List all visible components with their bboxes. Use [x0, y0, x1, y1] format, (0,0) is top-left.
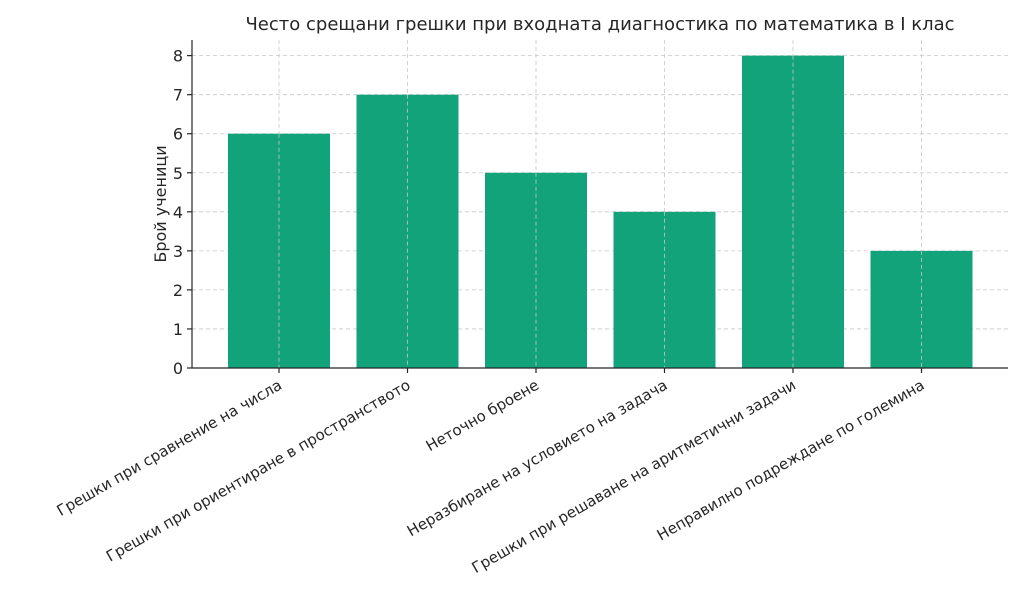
y-tick-label: 2 — [173, 281, 183, 300]
y-tick-label: 1 — [173, 320, 183, 339]
bars — [228, 55, 973, 369]
y-tick-label: 3 — [173, 242, 183, 261]
x-tick-label: Неразбиране на условието на задача — [404, 376, 671, 540]
y-tick-label: 0 — [173, 359, 183, 378]
y-tick-labels: 0 1 2 3 4 5 6 7 8 — [173, 47, 183, 378]
x-tick-label: Грешки при сравнение на числа — [54, 376, 285, 520]
y-axis-label: Брой ученици — [151, 145, 170, 262]
y-tick-label: 5 — [173, 164, 183, 183]
chart-title: Често срещани грешки при входната диагно… — [245, 14, 954, 35]
y-tick-label: 7 — [173, 86, 183, 105]
axes — [187, 40, 1008, 373]
y-tick-label: 4 — [173, 203, 183, 222]
y-tick-label: 6 — [173, 125, 183, 144]
x-tick-label: Неправилно подреждане по големина — [654, 376, 928, 544]
x-tick-label: Неточно броене — [423, 376, 542, 455]
bar — [228, 133, 330, 368]
y-tick-label: 8 — [173, 47, 183, 66]
